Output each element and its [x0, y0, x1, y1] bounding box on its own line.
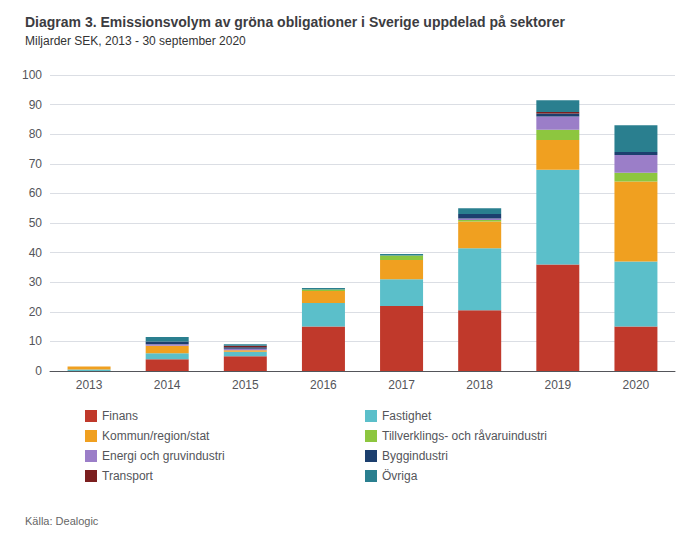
svg-text:2019: 2019 — [544, 378, 571, 392]
svg-text:Tillverklings- och råvaruindus: Tillverklings- och råvaruindustri — [382, 429, 547, 443]
svg-text:90: 90 — [29, 98, 43, 112]
svg-text:Kommun/region/stat: Kommun/region/stat — [102, 429, 210, 443]
svg-text:70: 70 — [29, 157, 43, 171]
svg-text:Fastighet: Fastighet — [382, 409, 432, 423]
svg-text:100: 100 — [22, 68, 42, 82]
svg-text:2013: 2013 — [76, 378, 103, 392]
svg-text:20: 20 — [29, 305, 43, 319]
svg-text:Diagram 3. Emissionsvolym av g: Diagram 3. Emissionsvolym av gröna oblig… — [25, 14, 565, 30]
svg-text:Miljarder SEK, 2013 - 30 septe: Miljarder SEK, 2013 - 30 september 2020 — [25, 34, 246, 48]
svg-text:Transport: Transport — [102, 469, 154, 483]
svg-text:40: 40 — [29, 246, 43, 260]
svg-text:Byggindustri: Byggindustri — [382, 449, 448, 463]
svg-text:2014: 2014 — [154, 378, 181, 392]
svg-text:80: 80 — [29, 127, 43, 141]
svg-text:30: 30 — [29, 275, 43, 289]
svg-text:2018: 2018 — [466, 378, 493, 392]
svg-text:2015: 2015 — [232, 378, 259, 392]
svg-text:50: 50 — [29, 216, 43, 230]
svg-text:0: 0 — [35, 364, 42, 378]
svg-text:Källa: Dealogic: Källa: Dealogic — [25, 515, 99, 527]
svg-text:Energi och gruvindustri: Energi och gruvindustri — [102, 449, 225, 463]
svg-text:Övriga: Övriga — [382, 469, 418, 483]
svg-text:10: 10 — [29, 334, 43, 348]
svg-text:2017: 2017 — [388, 378, 415, 392]
svg-text:Finans: Finans — [102, 409, 138, 423]
svg-text:60: 60 — [29, 186, 43, 200]
svg-text:2020: 2020 — [623, 378, 650, 392]
svg-text:2016: 2016 — [310, 378, 337, 392]
